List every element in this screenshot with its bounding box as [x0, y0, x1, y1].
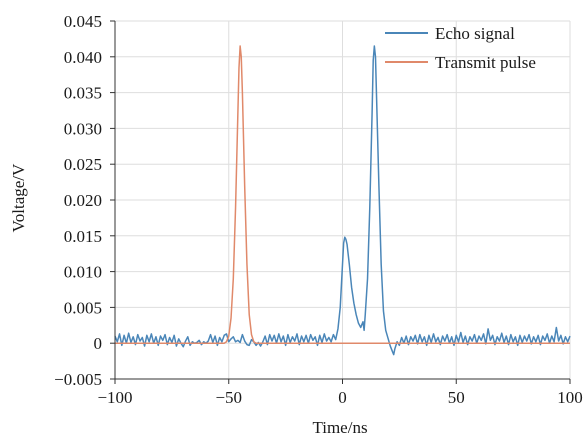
- y-tick-label: 0.015: [64, 227, 102, 246]
- grid: [115, 20, 571, 379]
- y-tick-label: 0.005: [64, 298, 102, 317]
- x-tick-label: −100: [97, 388, 132, 407]
- x-tick-label: 0: [338, 388, 347, 407]
- y-tick-label: 0.030: [64, 119, 102, 138]
- x-tick-label: −50: [215, 388, 242, 407]
- x-tick-label: 100: [557, 388, 583, 407]
- tick-labels: −100 −50 0 50 100 −0.005 0 0.005 0.010 0.015 0.020…: [54, 12, 583, 407]
- y-tick-label: 0.035: [64, 84, 102, 103]
- y-tick-label: 0.020: [64, 191, 102, 210]
- x-axis-label: Time/ns: [312, 418, 367, 437]
- y-tick-label: 0.045: [64, 12, 102, 31]
- y-axis-label: Voltage/V: [9, 163, 28, 232]
- legend: Echo signal Transmit pulse: [385, 24, 536, 72]
- x-tick-label: 50: [448, 388, 465, 407]
- axes: [110, 20, 571, 384]
- y-tick-label: 0: [94, 334, 103, 353]
- y-tick-label: 0.040: [64, 48, 102, 67]
- legend-label-echo-signal: Echo signal: [435, 24, 515, 43]
- y-tick-label: −0.005: [54, 370, 102, 389]
- legend-label-transmit-pulse: Transmit pulse: [435, 53, 536, 72]
- y-tick-label: 0.025: [64, 155, 102, 174]
- series-line-echo-signal: [114, 45, 571, 356]
- series-line-transmit-pulse: [115, 45, 570, 344]
- y-tick-label: 0.010: [64, 263, 102, 282]
- series-lines: [114, 45, 571, 356]
